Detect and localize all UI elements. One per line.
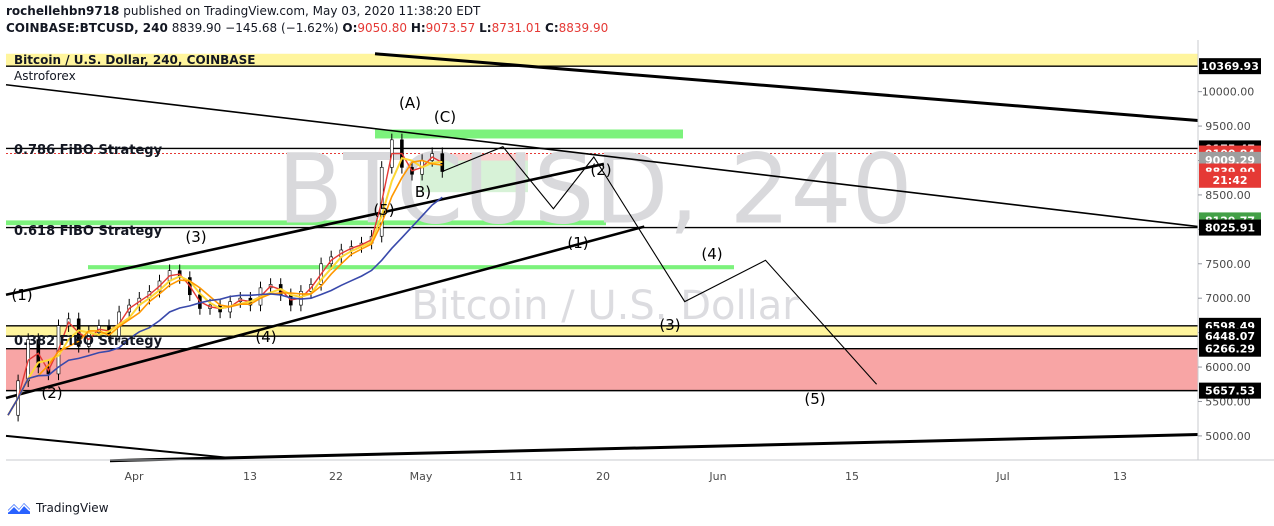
y-tick-label: 7500.00 [1205,258,1251,271]
close-value: 8839.90 [558,21,609,35]
x-tick-label: Jul [995,470,1009,483]
price-tag-bg [1199,328,1261,345]
price-tag-text: 21:42 [1212,174,1247,187]
trendline [5,434,231,459]
price-tag: 21:42 [1199,171,1261,188]
trendline [5,162,605,297]
price-tag-text: 5657.53 [1205,385,1255,398]
price-tag-text: 8025.91 [1205,222,1255,235]
fibo-786-label: 0.786 FiBO Strategy [14,143,163,158]
x-tick-label: Apr [124,470,144,483]
x-tick-label: 11 [509,470,523,483]
chart-header: rochellehbn9718 published on TradingView… [0,0,1274,40]
y-tick-label: 5000.00 [1205,430,1251,443]
y-tick-label: 8500.00 [1205,189,1251,202]
price-tag-bg [1199,171,1261,188]
trendline [374,52,1199,123]
y-tick-label: 10000.00 [1202,86,1255,99]
wave-label: B) [415,183,431,201]
price-tag-bg [1199,340,1261,357]
footer-brand[interactable]: TradingView [6,498,109,518]
y-tick-label: 5500.00 [1205,395,1251,408]
x-tick-label: 22 [329,470,343,483]
trendline [109,433,1199,463]
price-tag: 8025.91 [1199,219,1261,236]
x-tick-label: 13 [243,470,257,483]
trendline [5,225,645,400]
legend-title: Bitcoin / U.S. Dollar, 240, COINBASE [14,53,256,67]
price-tag: 6448.07 [1199,328,1261,345]
price-tag: 6266.29 [1199,340,1261,357]
resistance-zone [6,53,1198,67]
open-value: 9050.80 [357,21,407,35]
wave-label: (3) [185,228,206,246]
wave-label: (A) [399,94,421,112]
wave-label: (4) [255,328,276,346]
projection-label: (3) [659,316,680,334]
support-zone [6,325,1198,337]
price-tag: 10369.93 [1199,58,1261,75]
price-tag-text: 10369.93 [1201,60,1259,73]
wave-label: (C) [434,108,456,126]
y-tick-label: 7000.00 [1205,292,1251,305]
green-zone-low [6,220,606,226]
low-value: 8731.01 [491,21,542,35]
high-label: H: [410,21,426,35]
watermark-name: Bitcoin / U.S. Dollar [411,283,799,329]
slow-ma-line [7,159,443,416]
price-change: −145.68 (−1.62%) [225,21,339,35]
projection-label: (4) [701,245,722,263]
x-tick-label: May [410,470,433,483]
watermark-ticker: BTCUSD, 240 [277,133,912,245]
x-tick-label: 20 [596,470,610,483]
open-label: O: [342,21,358,35]
indicator-name[interactable]: Astroforex [14,69,76,83]
high-value: 9073.57 [425,21,476,35]
trendline [5,83,1199,228]
x-tick-label: 15 [845,470,859,483]
publisher-name[interactable]: rochellehbn9718 [6,4,120,18]
mid-ma-line [7,157,443,416]
last-price: 8839.90 [171,21,222,35]
price-tag-text: 6448.07 [1205,330,1255,343]
projection-label: (2) [590,161,611,179]
wave-label: (2) [41,384,62,402]
demand-zone [6,348,1198,391]
price-tag-text: 6266.29 [1205,343,1255,356]
y-tick-label: 6000.00 [1205,361,1251,374]
fibo-382-label: 0.382 FiBO Strategy [14,334,163,349]
short-target-box [420,160,528,193]
close-label: C: [545,21,559,35]
publish-info: rochellehbn9718 published on TradingView… [6,4,480,18]
price-tag-bg [1199,382,1261,399]
symbol-label: COINBASE:BTCUSD, 240 [6,21,168,35]
wave-label: (1) [11,286,32,304]
price-tag: 5657.53 [1199,382,1261,399]
fibo-618-label: 0.618 FiBO Strategy [14,224,163,239]
price-tag-bg [1199,219,1261,236]
green-zone-top [375,129,683,139]
projection-label: (5) [804,390,825,408]
projection-path [442,146,878,385]
x-tick-label: Jun [708,470,726,483]
wave-label: (5) [373,201,394,219]
projection-label: (1) [567,234,588,252]
tradingview-logo-icon [7,503,31,514]
low-label: L: [479,21,492,35]
trend-ma-line [7,196,443,416]
short-risk-box [420,153,528,161]
brand-name: TradingView [36,501,109,515]
price-tag-bg [1199,58,1261,75]
y-tick-label: 9500.00 [1205,120,1251,133]
published-text: published on TradingView.com, May 03, 20… [123,4,481,18]
green-zone-mid [88,265,734,270]
x-tick-label: 13 [1113,470,1127,483]
symbol-info: COINBASE:BTCUSD, 240 8839.90 −145.68 (−1… [6,21,608,35]
